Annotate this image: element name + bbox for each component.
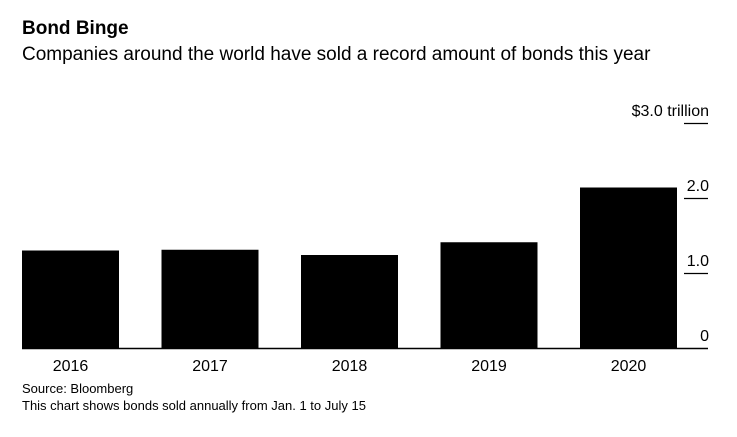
bar-2019	[440, 242, 538, 348]
bar-2017	[161, 249, 259, 348]
x-tick-label: 2019	[471, 358, 507, 375]
y-axis: 0 1.0 2.0 $3.0 trillion	[632, 103, 709, 345]
chart-footnote: This chart shows bonds sold annually fro…	[22, 398, 366, 413]
y-tick-label: $3.0 trillion	[632, 103, 709, 120]
x-axis: 2016 2017 2018 2019 2020	[53, 358, 647, 375]
x-tick-label: 2016	[53, 358, 89, 375]
x-tick-label: 2020	[611, 358, 647, 375]
chart-subtitle: Companies around the world have sold a r…	[22, 44, 651, 65]
bars-layer	[22, 187, 677, 348]
chart-title: Bond Binge	[22, 18, 129, 39]
source-note: Source: Bloomberg	[22, 381, 134, 396]
bar-2020	[580, 187, 677, 348]
y-tick-label: 1.0	[687, 253, 709, 270]
x-tick-label: 2018	[332, 358, 368, 375]
bar-2016	[22, 250, 119, 348]
bar-2018	[301, 255, 398, 348]
y-tick-label: 2.0	[687, 178, 709, 195]
x-tick-label: 2017	[192, 358, 228, 375]
y-tick-label: 0	[700, 328, 709, 345]
